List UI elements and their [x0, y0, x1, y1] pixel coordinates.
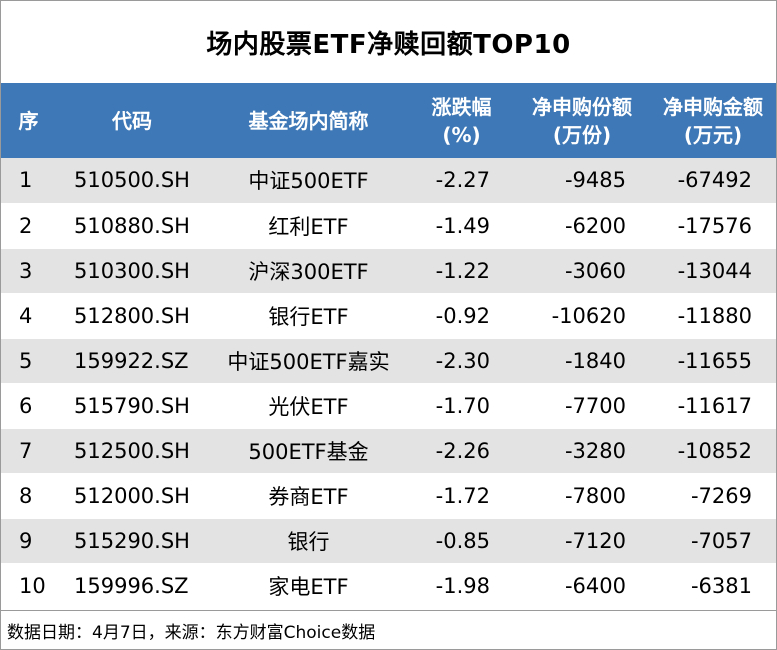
- row-code: 512000.SH: [56, 473, 208, 519]
- row-index: 10: [1, 563, 56, 609]
- header-amount-unit: (万元): [683, 122, 743, 147]
- row-amount: -11880: [650, 293, 776, 339]
- row-index: 7: [1, 428, 56, 474]
- header-change: 涨跌幅 (%): [409, 83, 514, 158]
- row-name: 券商ETF: [208, 473, 409, 519]
- row-name: 家电ETF: [208, 563, 409, 609]
- header-index-label: 序: [18, 108, 39, 133]
- row-index: 6: [1, 383, 56, 429]
- row-code: 515790.SH: [56, 383, 208, 429]
- table-row: 3 510300.SH 沪深300ETF -1.22 -3060 -13044: [1, 248, 776, 294]
- page-title: 场内股票ETF净赎回额TOP10: [206, 29, 571, 60]
- row-amount: -6381: [650, 563, 776, 609]
- header-code: 代码: [56, 83, 208, 158]
- header-name: 基金场内简称: [208, 83, 409, 158]
- table-header-row: 序 代码 基金场内简称 涨跌幅 (%) 净申购份额 (万份) 净申购金额 (万元…: [1, 83, 776, 158]
- table-row: 4 512800.SH 银行ETF -0.92 -10620 -11880: [1, 293, 776, 339]
- row-amount: -17576: [650, 203, 776, 249]
- table-row: 8 512000.SH 券商ETF -1.72 -7800 -7269: [1, 473, 776, 519]
- row-code: 159996.SZ: [56, 563, 208, 609]
- row-index: 9: [1, 518, 56, 564]
- header-name-label: 基金场内简称: [248, 108, 369, 133]
- row-name: 中证500ETF嘉实: [208, 338, 409, 384]
- row-change: -0.92: [409, 293, 514, 339]
- row-shares: -3280: [514, 428, 650, 474]
- row-shares: -6200: [514, 203, 650, 249]
- row-amount: -13044: [650, 248, 776, 294]
- row-index: 4: [1, 293, 56, 339]
- row-code: 510880.SH: [56, 203, 208, 249]
- row-change: -1.70: [409, 383, 514, 429]
- header-shares-label: 净申购份额: [532, 94, 632, 119]
- row-change: -2.27: [409, 158, 514, 204]
- row-amount: -67492: [650, 158, 776, 204]
- row-name: 红利ETF: [208, 203, 409, 249]
- source-note: 数据日期：4月7日，来源：东方财富Choice数据: [1, 610, 776, 649]
- header-index: 序: [1, 83, 56, 158]
- row-name: 银行ETF: [208, 293, 409, 339]
- row-shares: -1840: [514, 338, 650, 384]
- row-shares: -7800: [514, 473, 650, 519]
- table-row: 1 510500.SH 中证500ETF -2.27 -9485 -67492: [1, 158, 776, 204]
- table-row: 2 510880.SH 红利ETF -1.49 -6200 -17576: [1, 203, 776, 249]
- row-change: -1.49: [409, 203, 514, 249]
- row-index: 1: [1, 158, 56, 204]
- row-code: 512800.SH: [56, 293, 208, 339]
- row-code: 159922.SZ: [56, 338, 208, 384]
- row-name: 沪深300ETF: [208, 248, 409, 294]
- row-code: 510500.SH: [56, 158, 208, 204]
- row-change: -1.22: [409, 248, 514, 294]
- row-shares: -9485: [514, 158, 650, 204]
- row-change: -1.72: [409, 473, 514, 519]
- row-name: 银行: [208, 518, 409, 564]
- row-name: 500ETF基金: [208, 428, 409, 474]
- row-amount: -11655: [650, 338, 776, 384]
- header-shares: 净申购份额 (万份): [514, 83, 650, 158]
- table-row: 7 512500.SH 500ETF基金 -2.26 -3280 -10852: [1, 428, 776, 474]
- table-row: 6 515790.SH 光伏ETF -1.70 -7700 -11617: [1, 383, 776, 429]
- row-shares: -7700: [514, 383, 650, 429]
- row-amount: -10852: [650, 428, 776, 474]
- row-amount: -7057: [650, 518, 776, 564]
- header-code-label: 代码: [112, 108, 152, 133]
- header-change-label: 涨跌幅: [431, 94, 492, 119]
- row-shares: -6400: [514, 563, 650, 609]
- header-shares-unit: (万份): [552, 122, 612, 147]
- row-shares: -10620: [514, 293, 650, 339]
- row-amount: -7269: [650, 473, 776, 519]
- row-shares: -3060: [514, 248, 650, 294]
- row-name: 中证500ETF: [208, 158, 409, 204]
- row-index: 5: [1, 338, 56, 384]
- row-name: 光伏ETF: [208, 383, 409, 429]
- etf-redemption-table: 序 代码 基金场内简称 涨跌幅 (%) 净申购份额 (万份) 净申购金额 (万元…: [1, 83, 776, 609]
- header-amount-label: 净申购金额: [663, 94, 763, 119]
- row-change: -1.98: [409, 563, 514, 609]
- table-row: 5 159922.SZ 中证500ETF嘉实 -2.30 -1840 -1165…: [1, 338, 776, 384]
- row-index: 2: [1, 203, 56, 249]
- row-code: 515290.SH: [56, 518, 208, 564]
- row-change: -0.85: [409, 518, 514, 564]
- row-change: -2.30: [409, 338, 514, 384]
- table-row: 9 515290.SH 银行 -0.85 -7120 -7057: [1, 518, 776, 564]
- row-code: 512500.SH: [56, 428, 208, 474]
- row-code: 510300.SH: [56, 248, 208, 294]
- row-index: 3: [1, 248, 56, 294]
- table-row: 10 159996.SZ 家电ETF -1.98 -6400 -6381: [1, 563, 776, 609]
- row-change: -2.26: [409, 428, 514, 474]
- header-amount: 净申购金额 (万元): [650, 83, 776, 158]
- header-change-unit: (%): [442, 122, 481, 147]
- row-shares: -7120: [514, 518, 650, 564]
- row-index: 8: [1, 473, 56, 519]
- row-amount: -11617: [650, 383, 776, 429]
